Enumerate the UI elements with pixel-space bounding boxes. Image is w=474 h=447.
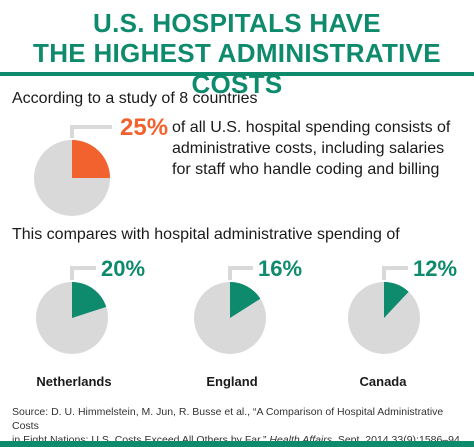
us-percent-label: 25% bbox=[120, 114, 169, 141]
intro-text: According to a study of 8 countries bbox=[12, 90, 258, 107]
us-pie-slice bbox=[72, 140, 110, 178]
compare-text: This compares with hospital administrati… bbox=[12, 226, 400, 243]
canada-pie-slice bbox=[384, 282, 409, 318]
us-description-line-2: administrative costs, including salaries bbox=[172, 140, 445, 157]
canada-pie-leader bbox=[382, 266, 408, 280]
netherlands-pie-leader bbox=[70, 266, 96, 280]
source-line-1: Source: D. U. Himmelstein, M. Jun, R. Bu… bbox=[12, 406, 444, 432]
england-label: England bbox=[206, 374, 258, 389]
england-pie-slice bbox=[230, 282, 261, 318]
england-percent-label: 16% bbox=[258, 256, 303, 281]
bottom-divider bbox=[0, 441, 474, 447]
us-description-line-1: of all U.S. hospital spending consists o… bbox=[172, 119, 451, 136]
us-pie-leader bbox=[70, 125, 112, 138]
page-title-line-1: U.S. HOSPITALS HAVE bbox=[93, 8, 381, 38]
canada-label: Canada bbox=[359, 374, 407, 389]
england-pie-leader bbox=[228, 266, 253, 280]
netherlands-percent-label: 20% bbox=[101, 256, 146, 281]
us-description-line-3: for staff who handle coding and billing bbox=[172, 161, 440, 178]
canada-percent-label: 12% bbox=[413, 256, 458, 281]
us-description: of all U.S. hospital spending consists o… bbox=[172, 117, 472, 180]
title-divider bbox=[0, 72, 474, 76]
netherlands-label: Netherlands bbox=[36, 374, 112, 389]
netherlands-pie-slice bbox=[72, 282, 107, 318]
